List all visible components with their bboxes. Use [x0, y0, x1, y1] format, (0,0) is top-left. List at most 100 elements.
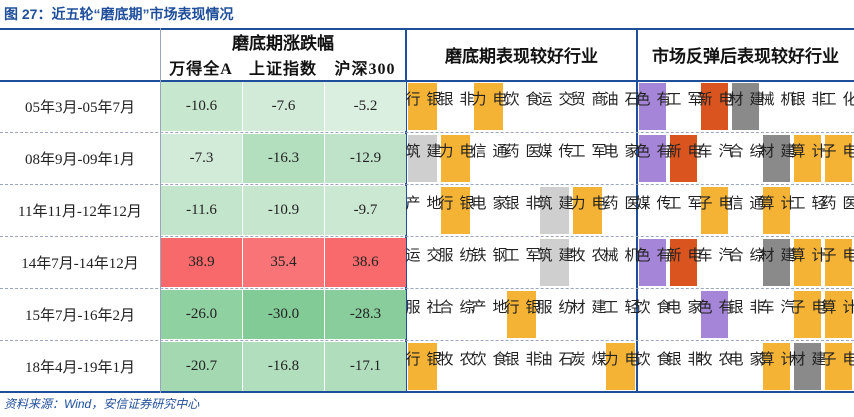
- industry-name: 通信: [469, 143, 507, 166]
- industry-cell: 有色: [634, 239, 671, 286]
- industry-cell: 综合: [727, 135, 764, 182]
- row-rule: [0, 184, 854, 185]
- industry-name: 家电: [726, 351, 764, 374]
- industry-name: 有色: [633, 247, 671, 270]
- industry-cell: 银行: [404, 83, 441, 130]
- industry-name: 地产: [469, 299, 507, 322]
- industry-cell: 电力: [602, 343, 639, 390]
- industry-cell: 军工: [665, 187, 702, 234]
- industry-name: 建筑: [535, 247, 573, 270]
- value-cell: -17.1: [325, 342, 406, 391]
- industry-name: 传媒: [535, 143, 573, 166]
- industry-cell: 机械: [602, 239, 639, 286]
- industry-name: 电力: [469, 91, 507, 114]
- industry-name: 汽车: [695, 247, 733, 270]
- industry-cell: 家电: [602, 135, 639, 182]
- industry-name: 建材: [568, 299, 606, 322]
- industry-cell: 食饮: [470, 343, 507, 390]
- industry-name: 建筑: [403, 143, 441, 166]
- industry-cell: 汽车: [696, 239, 733, 286]
- industry-name: 银行: [436, 195, 474, 218]
- industry-name: 机械: [601, 247, 639, 270]
- group1-header: 磨底期表现较好行业: [445, 47, 598, 66]
- value-cell: -26.0: [161, 290, 242, 339]
- industry-name: 综合: [726, 247, 764, 270]
- group2-header: 市场反弹后表现较好行业: [652, 47, 839, 66]
- value-cell: -9.7: [325, 186, 406, 235]
- industry-name: 纺服: [535, 299, 573, 322]
- industry-name: 家电: [601, 143, 639, 166]
- value-cell: -10.9: [243, 186, 324, 235]
- industry-name: 有色: [633, 143, 671, 166]
- divider: [405, 28, 407, 393]
- industry-cell: 建材: [727, 83, 764, 130]
- industry-cell: 地产: [404, 187, 441, 234]
- row-rule: [0, 288, 854, 289]
- industry-cell: 化工: [820, 83, 854, 130]
- industry-cell: 有色: [696, 291, 733, 338]
- industry-name: 计算: [819, 299, 854, 322]
- industry-name: 计算: [757, 351, 795, 374]
- industry-cell: 非银: [503, 187, 540, 234]
- industry-cell: 交运: [404, 239, 441, 286]
- industry-name: 煤炭: [568, 351, 606, 374]
- industry-name: 电新: [664, 247, 702, 270]
- industry-name: 军工: [664, 195, 702, 218]
- value-cell: -16.3: [243, 134, 324, 183]
- index-header: 沪深300: [334, 60, 396, 78]
- industry-cell: 计算: [820, 291, 854, 338]
- industry-name: 非银: [436, 91, 474, 114]
- period-label: 15年7月-16年2月: [25, 307, 135, 324]
- industry-name: 有色: [633, 91, 671, 114]
- header-rule: [0, 80, 854, 82]
- industry-cell: 通信: [727, 187, 764, 234]
- divider: [160, 28, 161, 393]
- industry-cell: 建材: [789, 343, 826, 390]
- industry-name: 电新: [664, 143, 702, 166]
- period-label: 14年7月-14年12月: [21, 255, 139, 272]
- bottom-rule: [0, 391, 854, 393]
- industry-cell: 汽车: [696, 135, 733, 182]
- period-label: 18年4月-19年1月: [25, 359, 135, 376]
- industry-name: 军工: [568, 143, 606, 166]
- industry-cell: 建筑: [536, 239, 573, 286]
- industry-name: 食饮: [502, 91, 540, 114]
- industry-name: 军工: [664, 91, 702, 114]
- industry-cell: 建材: [758, 135, 795, 182]
- industry-cell: 纺服: [437, 239, 474, 286]
- industry-name: 电子: [788, 299, 826, 322]
- value-cell: -11.6: [161, 186, 242, 235]
- industry-name: 非银: [664, 351, 702, 374]
- industry-cell: 有色: [634, 135, 671, 182]
- value-cell: -30.0: [243, 290, 324, 339]
- industry-cell: 计算: [789, 239, 826, 286]
- industry-name: 农牧: [695, 351, 733, 374]
- industry-cell: 建材: [569, 291, 606, 338]
- industry-name: 建材: [726, 91, 764, 114]
- industry-name: 非银: [726, 299, 764, 322]
- industry-name: 商贸: [568, 91, 606, 114]
- industry-cell: 食饮: [503, 83, 540, 130]
- industry-cell: 非银: [727, 291, 764, 338]
- industry-name: 电新: [695, 91, 733, 114]
- row-rule: [0, 236, 854, 237]
- industry-name: 建材: [757, 247, 795, 270]
- period-label: 08年9月-09年1月: [25, 151, 135, 168]
- industry-cell: 军工: [569, 135, 606, 182]
- industry-cell: 军工: [503, 239, 540, 286]
- industry-cell: 传媒: [634, 187, 671, 234]
- figure-title: 图 27：近五轮“磨底期”市场表现情况: [4, 6, 234, 22]
- industry-name: 通信: [726, 195, 764, 218]
- industry-name: 军工: [502, 247, 540, 270]
- industry-cell: 石油: [602, 83, 639, 130]
- industry-name: 交运: [403, 247, 441, 270]
- row-rule: [0, 340, 854, 341]
- index-header: 万得全A: [169, 60, 233, 78]
- industry-cell: 建筑: [536, 187, 573, 234]
- industry-name: 电子: [819, 247, 854, 270]
- industry-cell: 银行: [404, 343, 441, 390]
- industry-name: 医药: [601, 195, 639, 218]
- value-cell: -7.6: [243, 82, 324, 131]
- industry-name: 综合: [726, 143, 764, 166]
- industry-cell: 煤炭: [569, 343, 606, 390]
